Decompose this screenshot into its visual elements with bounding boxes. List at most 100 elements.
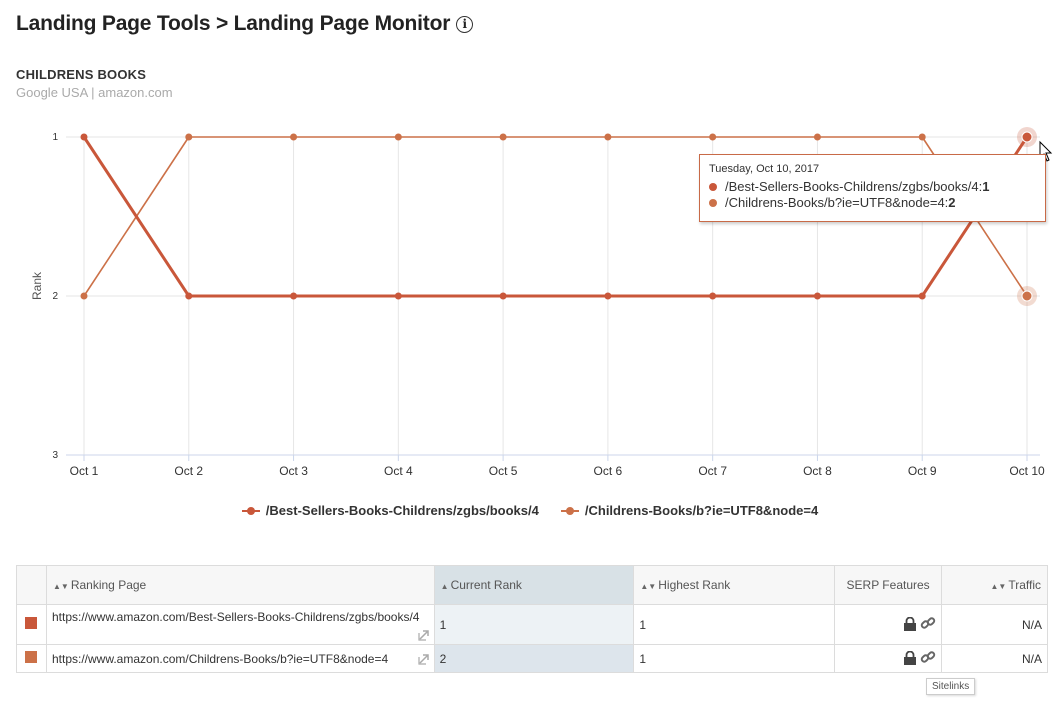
sort-icon: ▲▼ — [640, 582, 657, 591]
highest-rank-cell: 1 — [633, 644, 836, 673]
serp-features-cell — [834, 604, 943, 645]
y-tick-label: 2 — [52, 291, 58, 302]
legend-label: /Childrens-Books/b?ie=UTF8&node=4 — [584, 503, 819, 518]
x-tick-label: Oct 7 — [698, 464, 727, 478]
ranking-page-url: https://www.amazon.com/Best-Sellers-Book… — [51, 610, 420, 624]
traffic-cell: N/A — [941, 604, 1048, 645]
data-point — [918, 133, 926, 141]
series-swatch — [25, 617, 38, 629]
link-icon[interactable] — [920, 615, 936, 631]
lock-icon[interactable] — [903, 650, 917, 665]
page-title-text: Landing Page Tools > Landing Page Monito… — [16, 12, 451, 35]
row-color-cell — [16, 604, 47, 645]
data-point — [1021, 131, 1033, 143]
tooltip-series-value: 2 — [948, 195, 956, 210]
lock-icon[interactable] — [903, 616, 917, 631]
header-label: Traffic — [1008, 578, 1041, 592]
x-tick-label: Oct 10 — [1009, 464, 1045, 478]
y-tick-label: 1 — [52, 132, 58, 143]
sort-icon: ▲▼ — [52, 582, 69, 591]
header-label: Current Rank — [450, 578, 522, 592]
highest-rank-cell: 1 — [633, 604, 836, 645]
traffic-cell: N/A — [941, 644, 1048, 673]
table-row: https://www.amazon.com/Childrens-Books/b… — [16, 644, 1048, 673]
data-point — [185, 292, 193, 300]
rank-line-chart[interactable]: 1 2 3 Oct 1 Oct 2 Oct 3 Oct 4 Oct 5 Oct 6 Oct 7 Oc… — [0, 110, 1060, 490]
chart-tooltip: Tuesday, Oct 10, 2017 /Best-Sellers-Book… — [699, 154, 1046, 222]
series-dot-icon — [709, 199, 717, 207]
data-point — [499, 133, 507, 141]
header-label: Ranking Page — [70, 578, 147, 592]
x-tick-label: Oct 8 — [803, 464, 832, 478]
tooltip-series-label: /Childrens-Books/b?ie=UTF8&node=4: — [725, 195, 949, 210]
tooltip-series-value: 1 — [982, 179, 990, 194]
data-point — [1021, 290, 1033, 302]
ranking-pages-table: ▲▼ Ranking Page ▲ Current Rank ▲▼ Highest R… — [16, 565, 1048, 673]
data-point — [709, 292, 717, 300]
data-point — [918, 292, 926, 300]
ranking-page-cell: https://www.amazon.com/Childrens-Books/b… — [45, 644, 435, 673]
table-row: https://www.amazon.com/Best-Sellers-Book… — [16, 604, 1048, 645]
info-icon[interactable]: i — [456, 15, 474, 33]
header-label: Highest Rank — [658, 578, 731, 592]
external-link-icon[interactable] — [418, 629, 430, 641]
serp-features-cell — [834, 644, 943, 673]
legend-label: /Best-Sellers-Books-Childrens/zgbs/books… — [265, 503, 539, 518]
x-tick-label: Oct 4 — [384, 464, 413, 478]
sitelinks-tooltip: Sitelinks — [926, 678, 976, 695]
ranking-page-header[interactable]: ▲▼ Ranking Page — [45, 565, 435, 605]
header-label: SERP Features — [846, 578, 930, 592]
legend-item-childrens-books[interactable]: /Childrens-Books/b?ie=UTF8&node=4 — [560, 503, 819, 518]
data-point — [499, 292, 507, 300]
current-rank-cell: 2 — [433, 644, 635, 673]
data-point — [813, 133, 821, 141]
x-tick-label: Oct 9 — [908, 464, 937, 478]
sort-icon: ▲▼ — [990, 582, 1007, 591]
keyword-title: CHILDRENS BOOKS — [16, 67, 147, 82]
tooltip-row: /Childrens-Books/b?ie=UTF8&node=4: 2 — [709, 195, 1036, 211]
x-tick-label: Oct 5 — [489, 464, 518, 478]
y-tick-label: 3 — [52, 450, 58, 461]
current-rank-header[interactable]: ▲ Current Rank — [433, 565, 635, 605]
color-column-header — [16, 565, 47, 605]
x-tick-label: Oct 2 — [174, 464, 203, 478]
tooltip-date: Tuesday, Oct 10, 2017 — [709, 163, 820, 175]
data-point — [813, 292, 821, 300]
x-tick-label: Oct 1 — [70, 464, 99, 478]
chart-legend: /Best-Sellers-Books-Childrens/zgbs/books… — [0, 503, 1060, 518]
series-dot-icon — [709, 183, 717, 191]
ranking-page-cell: https://www.amazon.com/Best-Sellers-Book… — [45, 604, 435, 645]
data-point — [709, 133, 717, 141]
sort-asc-icon: ▲ — [440, 582, 449, 591]
data-point — [185, 133, 193, 141]
page-title: Landing Page Tools > Landing Page Monito… — [16, 12, 474, 36]
data-point — [290, 133, 298, 141]
y-axis-label: Rank — [30, 271, 44, 300]
data-point — [394, 133, 402, 141]
legend-line-icon — [241, 506, 260, 516]
data-point — [394, 292, 402, 300]
table-header-row: ▲▼ Ranking Page ▲ Current Rank ▲▼ Highest R… — [16, 565, 1048, 605]
series-swatch — [25, 651, 38, 663]
traffic-header[interactable]: ▲▼ Traffic — [941, 565, 1048, 605]
row-color-cell — [16, 644, 47, 673]
data-point — [80, 292, 88, 300]
ranking-page-url: https://www.amazon.com/Childrens-Books/b… — [51, 651, 389, 666]
legend-line-icon — [560, 506, 579, 516]
data-point — [290, 292, 298, 300]
link-icon[interactable] — [920, 649, 936, 665]
tooltip-row: /Best-Sellers-Books-Childrens/zgbs/books… — [709, 179, 1036, 195]
data-point — [604, 292, 612, 300]
legend-item-best-sellers[interactable]: /Best-Sellers-Books-Childrens/zgbs/books… — [241, 503, 539, 518]
highest-rank-header[interactable]: ▲▼ Highest Rank — [633, 565, 836, 605]
data-point — [80, 133, 88, 141]
x-tick-label: Oct 3 — [279, 464, 308, 478]
external-link-icon[interactable] — [418, 653, 430, 665]
x-tick-label: Oct 6 — [594, 464, 623, 478]
tooltip-series-label: /Best-Sellers-Books-Childrens/zgbs/books… — [725, 179, 983, 194]
series-line — [83, 136, 1028, 297]
series-line — [82, 136, 1029, 298]
keyword-subtitle: Google USA | amazon.com — [16, 85, 173, 100]
current-rank-cell: 1 — [433, 604, 635, 645]
serp-features-header: SERP Features — [834, 565, 943, 605]
